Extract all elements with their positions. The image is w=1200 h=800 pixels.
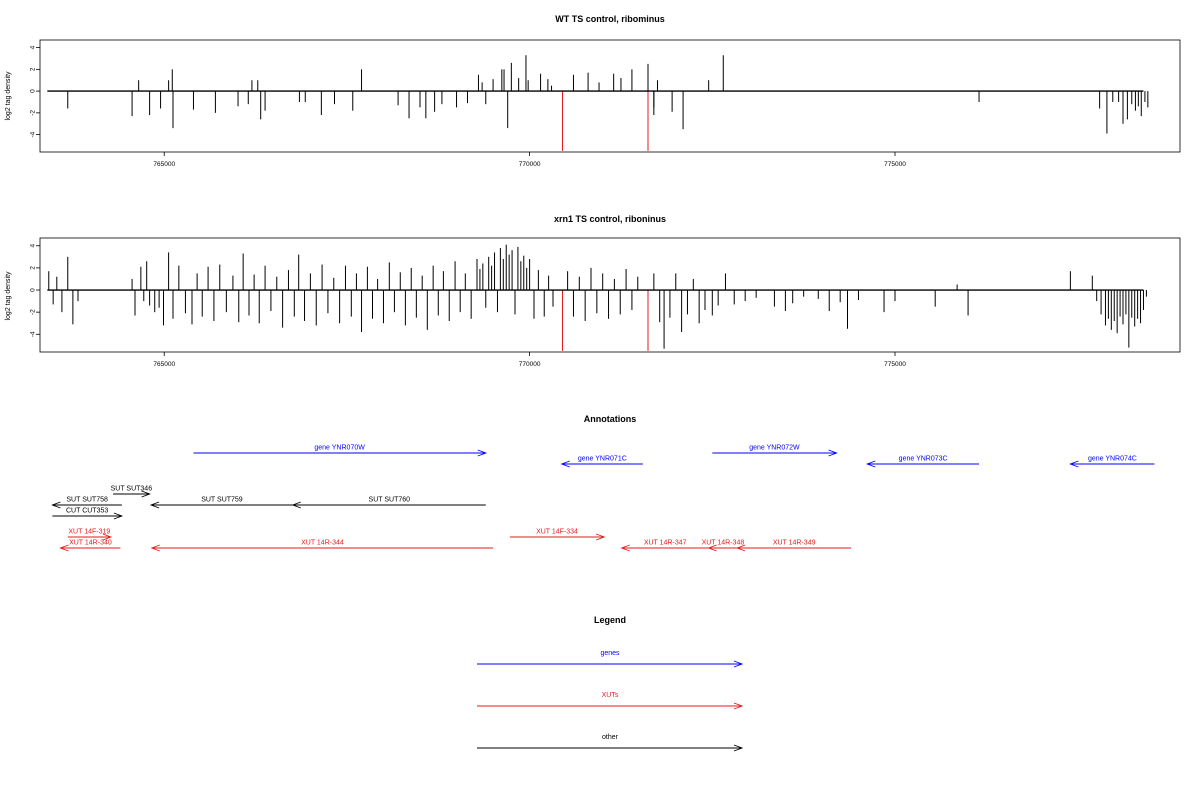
feature-label: SUT SUT346 xyxy=(111,486,153,493)
xrn1-track-axes: 4 2 0 -2 -4 765000 770000 775000 xyxy=(30,244,1144,368)
legend-items: genes XUTs other xyxy=(477,650,744,752)
feature-sut-sut760: SUT SUT760 xyxy=(291,497,486,509)
xrn1-track-ylabel: log2 tag density xyxy=(5,271,12,321)
feature-arrowhead xyxy=(620,544,630,552)
y-tick-label: 2 xyxy=(30,266,37,270)
feature-arrowhead xyxy=(595,533,606,541)
feature-label: gene YNR072W xyxy=(749,445,800,452)
feature-label: gene YNR070W xyxy=(314,445,365,452)
wt-track-ylabel: log2 tag density xyxy=(5,71,12,121)
feature-sut-sut346: SUT SUT346 xyxy=(111,486,153,498)
annotations-title: Annotations xyxy=(584,414,637,424)
feature-label: SUT SUT759 xyxy=(201,497,243,504)
y-tick-label: -4 xyxy=(30,131,37,137)
feature-label: XUT 14F-334 xyxy=(536,529,578,536)
feature-label: SUT SUT758 xyxy=(66,497,108,504)
wt-track-plot-frame xyxy=(39,39,1181,153)
feature-arrowhead xyxy=(735,544,746,552)
feature-label: gene YNR073C xyxy=(899,456,948,463)
feature-xut-14r-340: XUT 14R-340 xyxy=(59,540,121,552)
legend-label: XUTs xyxy=(602,692,619,699)
feature-arrowhead xyxy=(560,460,570,468)
feature-arrowhead xyxy=(102,533,113,541)
xrn1-track-bars xyxy=(48,244,1147,351)
feature-label: gene YNR074C xyxy=(1088,456,1137,463)
legend-item-other: other xyxy=(477,734,744,752)
legend-item-genes: genes xyxy=(477,650,744,668)
xrn1-track-title: xrn1 TS control, riboninus xyxy=(554,214,666,224)
feature-arrowhead xyxy=(1069,460,1079,468)
legend-arrowhead xyxy=(733,702,744,710)
legend-arrowhead xyxy=(733,744,744,752)
feature-label: XUT 14R-348 xyxy=(702,540,745,547)
legend-label: genes xyxy=(600,650,620,657)
feature-xut-14f-319: XUT 14F-319 xyxy=(67,529,113,541)
legend-label: other xyxy=(602,734,619,741)
feature-xut-14r-349: XUT 14R-349 xyxy=(735,540,852,552)
y-tick-label: -2 xyxy=(30,110,37,116)
y-tick-label: 2 xyxy=(30,67,37,71)
feature-gene-ynr070w: gene YNR070W xyxy=(193,445,488,457)
feature-label: gene YNR071C xyxy=(578,456,627,463)
feature-label: CUT CUT353 xyxy=(66,508,108,515)
legend-arrowhead xyxy=(733,660,744,668)
y-tick-label: 4 xyxy=(30,45,37,49)
feature-gene-ynr074c: gene YNR074C xyxy=(1069,456,1155,468)
feature-xut-14r-344: XUT 14R-344 xyxy=(150,540,494,552)
feature-cut-cut353: CUT CUT353 xyxy=(52,508,124,520)
y-tick-label: -4 xyxy=(30,331,37,337)
feature-label: XUT 14F-319 xyxy=(68,529,110,536)
feature-gene-ynr073c: gene YNR073C xyxy=(865,456,980,468)
feature-arrowhead xyxy=(150,544,160,552)
annotation-features: gene YNR070W gene YNR071C gene YNR072W gene… xyxy=(51,445,1155,552)
feature-gene-ynr072w: gene YNR072W xyxy=(712,445,838,457)
x-tick-label: 770000 xyxy=(519,361,541,368)
feature-xut-14r-347: XUT 14R-347 xyxy=(620,540,709,552)
feature-sut-sut758: SUT SUT758 xyxy=(51,497,122,509)
feature-label: XUT 14R-349 xyxy=(773,540,816,547)
feature-arrowhead xyxy=(828,449,838,457)
wt-track-axes: 4 2 0 -2 -4 765000 770000 775000 xyxy=(30,45,1144,168)
y-tick-label: -2 xyxy=(30,309,37,315)
x-tick-label: 765000 xyxy=(153,161,175,168)
feature-arrowhead xyxy=(141,490,151,498)
x-tick-label: 765000 xyxy=(153,361,175,368)
wt-track-bars xyxy=(67,55,1149,151)
feature-arrowhead xyxy=(113,512,124,520)
feature-xut-14r-348: XUT 14R-348 xyxy=(702,540,745,552)
wt-track-title: WT TS control, ribominus xyxy=(555,14,665,24)
feature-arrowhead xyxy=(707,544,717,552)
feature-arrowhead xyxy=(477,449,488,457)
y-tick-label: 0 xyxy=(30,89,37,93)
feature-label: XUT 14R-344 xyxy=(301,540,344,547)
feature-arrowhead xyxy=(865,460,876,468)
feature-arrowhead xyxy=(59,544,69,552)
feature-gene-ynr071c: gene YNR071C xyxy=(560,456,643,468)
feature-label: XUT 14R-340 xyxy=(69,540,112,547)
legend-title: Legend xyxy=(594,615,626,625)
wt-track-panel: WT TS control, ribominus 4 2 0 -2 -4 765000 77… xyxy=(5,14,1181,168)
feature-label: XUT 14R-347 xyxy=(644,540,687,547)
feature-xut-14f-334: XUT 14F-334 xyxy=(509,529,606,541)
feature-sut-sut759: SUT SUT759 xyxy=(149,497,293,509)
feature-label: SUT SUT760 xyxy=(369,497,411,504)
legend-item-xuts: XUTs xyxy=(477,692,744,710)
feature-arrowhead xyxy=(291,501,302,509)
feature-arrowhead xyxy=(51,501,61,509)
xrn1-track-plot-frame xyxy=(39,237,1181,353)
x-tick-label: 770000 xyxy=(519,161,541,168)
y-tick-label: 0 xyxy=(30,288,37,292)
x-tick-label: 775000 xyxy=(884,361,906,368)
xrn1-track-panel: xrn1 TS control, riboninus 4 2 0 -2 -4 765000… xyxy=(5,214,1181,368)
legend-panel: Legend genes XUTs other xyxy=(477,615,744,752)
y-tick-label: 4 xyxy=(30,244,37,248)
feature-arrowhead xyxy=(149,501,160,509)
x-tick-label: 775000 xyxy=(884,161,906,168)
